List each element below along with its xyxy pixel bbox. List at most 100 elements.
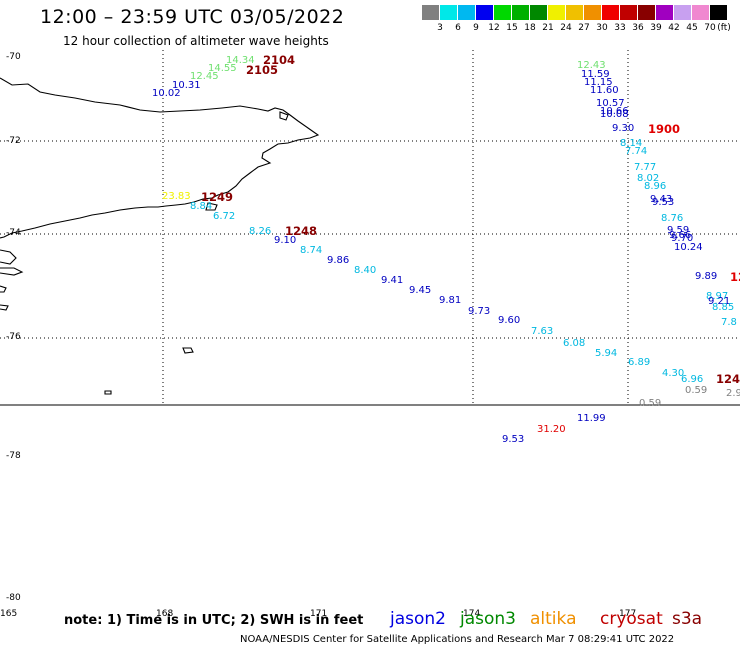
wave-height-value: 9.66 bbox=[669, 230, 692, 241]
colorbar-swatch bbox=[530, 5, 547, 20]
wave-height-value: 6.08 bbox=[563, 338, 586, 349]
lat-label-74: -74 bbox=[6, 228, 21, 238]
pass-time-label: 1248 bbox=[285, 224, 318, 238]
map-subtitle: 12 hour collection of altimeter wave hei… bbox=[63, 34, 329, 48]
wave-height-value: 11.59 bbox=[581, 69, 610, 80]
colorbar-tick-label: 18 bbox=[524, 23, 536, 33]
wave-height-value: 5.94 bbox=[595, 348, 618, 359]
wave-height-value: 10.08 bbox=[600, 109, 629, 120]
colorbar-swatch bbox=[602, 5, 619, 20]
pass-time-label: 12 bbox=[730, 270, 740, 284]
wave-height-value: 9.59 bbox=[667, 225, 690, 236]
wave-height-value: 10.57 bbox=[596, 98, 625, 109]
wave-height-value: 14.34 bbox=[226, 55, 255, 66]
wave-height-value: 4.30 bbox=[662, 368, 685, 379]
wave-height-value: 11.15 bbox=[584, 77, 613, 88]
wave-height-value: 8.85 bbox=[712, 302, 735, 313]
colorbar-swatch bbox=[656, 5, 673, 20]
pass-time-label: 2104 bbox=[263, 53, 296, 67]
wave-height-value: 9.30 bbox=[612, 123, 635, 134]
pass-time-label: 2105 bbox=[246, 63, 279, 77]
wave-height-value: 9.43 bbox=[650, 194, 673, 205]
colorbar-swatch bbox=[458, 5, 475, 20]
colorbar-tick-label: 39 bbox=[650, 23, 662, 33]
wave-height-value: 7.8 bbox=[721, 317, 737, 328]
lon-label-168: 168 bbox=[156, 609, 174, 619]
colorbar-swatch bbox=[440, 5, 457, 20]
wave-height-value: 11.60 bbox=[590, 85, 619, 96]
wave-height-value: 8.14 bbox=[620, 138, 643, 149]
colorbar-tick-label: 30 bbox=[596, 23, 608, 33]
legend-cryosat: cryosat bbox=[600, 609, 663, 629]
wave-height-value: 6.89 bbox=[628, 357, 651, 368]
colorbar-swatch bbox=[422, 5, 439, 20]
pass-time-label: 124 bbox=[716, 372, 740, 386]
colorbar-swatch bbox=[692, 5, 709, 20]
coastline bbox=[0, 77, 320, 395]
wave-height-value: 31.20 bbox=[537, 424, 566, 435]
wave-height-value: 8.84 bbox=[190, 201, 213, 212]
wave-height-value: 8.74 bbox=[300, 245, 323, 256]
wave-height-value: 9.41 bbox=[381, 275, 404, 286]
wave-height-value: 9.81 bbox=[439, 295, 462, 306]
wave-height-value: 7.74 bbox=[625, 146, 648, 157]
wave-height-value: 8.26 bbox=[249, 226, 272, 237]
wave-height-value: 8.96 bbox=[644, 181, 667, 192]
wave-height-value: 12.45 bbox=[190, 71, 219, 82]
pass-time-label: 1900 bbox=[648, 122, 681, 136]
colorbar-unit: (ft) bbox=[717, 23, 731, 33]
colorbar-swatch bbox=[548, 5, 565, 20]
lat-label-78: -78 bbox=[6, 451, 21, 461]
graticule bbox=[0, 50, 740, 405]
colorbar-tick-label: 36 bbox=[632, 23, 644, 33]
lon-label-174: 174 bbox=[463, 609, 481, 619]
colorbar-swatch bbox=[638, 5, 655, 20]
units-note: note: 1) Time is in UTC; 2) SWH is in fe… bbox=[64, 613, 364, 628]
wave-height-value: 9.21 bbox=[708, 296, 731, 307]
colorbar-tick-label: 24 bbox=[560, 23, 572, 33]
colorbar-tick-label: 42 bbox=[668, 23, 680, 33]
wave-height-value: 9.70 bbox=[671, 233, 694, 244]
colorbar-tick-label: 15 bbox=[506, 23, 518, 33]
wave-height-value: 10.24 bbox=[674, 242, 703, 253]
wave-height-value: 7.63 bbox=[531, 326, 554, 337]
colorbar-swatch bbox=[674, 5, 691, 20]
colorbar-tick-label: 21 bbox=[542, 23, 554, 33]
wave-height-value: 0.59 bbox=[685, 385, 708, 396]
legend-jason3: jason3 bbox=[460, 609, 516, 629]
wave-height-value: 7.77 bbox=[634, 162, 657, 173]
wave-height-value: 0.59 bbox=[639, 398, 662, 409]
wave-height-value: 9.73 bbox=[468, 306, 491, 317]
wave-height-value: 9.60 bbox=[498, 315, 521, 326]
wave-height-value: 10.31 bbox=[172, 80, 201, 91]
wave-height-value: 8.40 bbox=[354, 265, 377, 276]
lat-label-76: -76 bbox=[6, 332, 21, 342]
legend-s3a: s3a bbox=[672, 609, 703, 629]
wave-height-value: 9.10 bbox=[274, 235, 297, 246]
colorbar-swatch bbox=[620, 5, 637, 20]
wave-height-value: 8.76 bbox=[661, 213, 684, 224]
colorbar-tick-label: 12 bbox=[488, 23, 500, 33]
wave-height-value: 9.86 bbox=[327, 255, 350, 266]
wave-height-value: 6.96 bbox=[681, 374, 704, 385]
colorbar-swatch bbox=[584, 5, 601, 20]
map-title: 12:00 – 23:59 UTC 03/05/2022 bbox=[40, 6, 345, 28]
colorbar-tick-label: 9 bbox=[473, 23, 479, 33]
wave-height-value: 9.53 bbox=[502, 434, 525, 445]
colorbar-swatch bbox=[710, 5, 727, 20]
lat-label-72: -72 bbox=[6, 136, 21, 146]
legend-jason2: jason2 bbox=[390, 609, 446, 629]
colorbar-tick-label: 27 bbox=[578, 23, 590, 33]
wave-height-value: 10.02 bbox=[152, 88, 181, 99]
colorbar-tick-label: 3 bbox=[437, 23, 443, 33]
legend-altika: altika bbox=[530, 609, 577, 629]
wave-height-value: 12.43 bbox=[577, 60, 606, 71]
wave-height-value: 8.02 bbox=[637, 173, 660, 184]
wave-height-value: 11.99 bbox=[577, 413, 606, 424]
colorbar-tick-label: 33 bbox=[614, 23, 626, 33]
colorbar-swatch bbox=[494, 5, 511, 20]
lat-label-80: -80 bbox=[6, 593, 21, 603]
wave-height-value: 14.55 bbox=[208, 63, 237, 74]
colorbar-swatch bbox=[476, 5, 493, 20]
